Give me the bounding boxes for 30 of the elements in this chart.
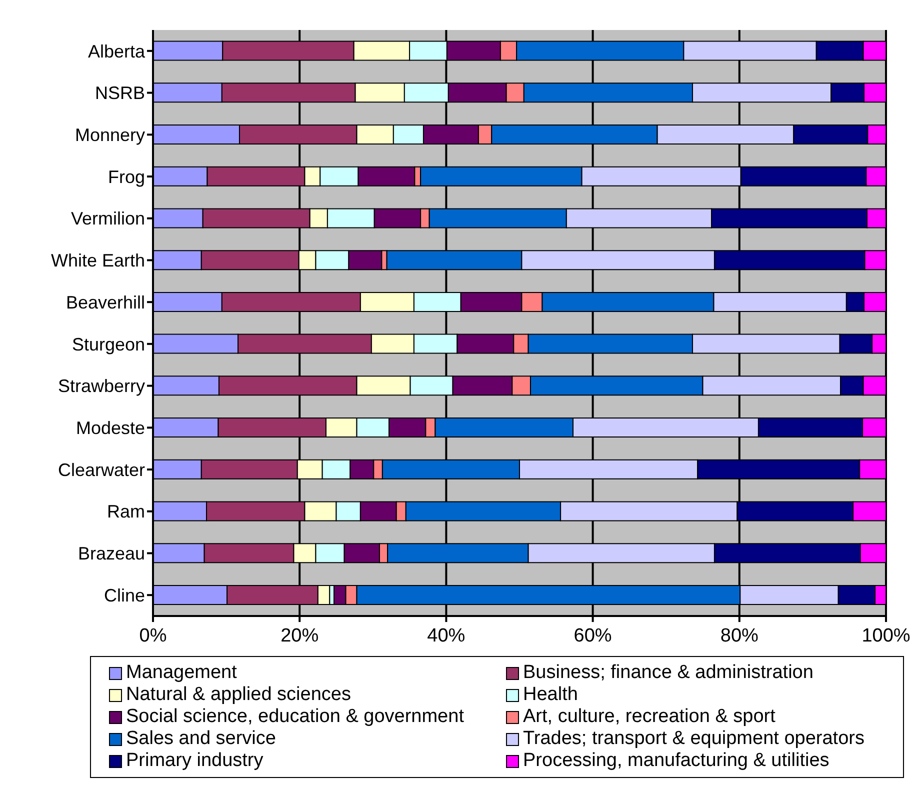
legend-label: Art, culture, recreation & sport — [523, 706, 776, 728]
legend-label: Trades; transport & equipment operators — [523, 728, 864, 750]
x-tick-label: 80% — [720, 625, 759, 646]
legend-label: Natural & applied sciences — [126, 684, 351, 706]
x-tick-label: 40% — [427, 625, 466, 646]
y-tick-label: Beaverhill — [66, 292, 145, 312]
y-tick-label: Brazeau — [78, 544, 145, 564]
legend-label: Business; finance & administration — [523, 662, 814, 684]
legend-label: Management — [126, 662, 237, 684]
x-tick-label: 20% — [280, 625, 319, 646]
y-tick-label: Clearwater — [58, 460, 146, 480]
y-tick-label: Alberta — [88, 41, 146, 62]
legend-label: Social science, education & government — [126, 706, 464, 728]
y-tick-label: Cline — [104, 585, 145, 606]
y-tick-label: Sturgeon — [72, 334, 145, 354]
legend-label: Processing, manufacturing & utilities — [523, 750, 830, 772]
y-tick-label: NSRB — [94, 83, 145, 104]
legend-label: Sales and service — [126, 728, 276, 750]
x-tick-label: 60% — [574, 625, 612, 646]
y-tick-label: Modeste — [76, 418, 145, 438]
y-tick-label: Monnery — [74, 125, 145, 146]
x-tick-label: 100% — [862, 625, 910, 646]
y-tick-label: Ram — [106, 502, 145, 522]
y-tick-label: Strawberry — [58, 376, 145, 396]
legend-label: Health — [523, 684, 578, 706]
y-tick-label: Vermilion — [70, 208, 145, 229]
y-tick-label: White Earth — [50, 250, 145, 271]
legend-label: Primary industry — [126, 750, 264, 772]
x-tick-label: 0% — [139, 625, 167, 646]
y-tick-label: Frog — [108, 166, 145, 187]
